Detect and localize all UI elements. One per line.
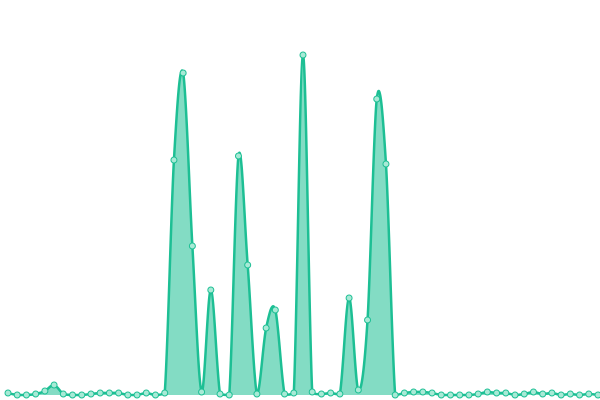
data-point xyxy=(566,390,574,398)
data-point xyxy=(299,51,307,59)
data-point xyxy=(354,386,362,394)
data-point xyxy=(161,389,169,397)
data-point xyxy=(234,152,242,160)
data-point xyxy=(271,306,279,314)
data-point xyxy=(502,389,510,397)
data-point xyxy=(4,389,12,397)
data-point xyxy=(262,324,270,332)
data-point xyxy=(41,387,49,395)
data-point xyxy=(87,390,95,398)
data-point xyxy=(225,391,233,399)
data-point xyxy=(170,156,178,164)
data-point xyxy=(456,391,464,399)
data-point xyxy=(428,389,436,397)
data-point xyxy=(179,69,187,77)
data-point xyxy=(520,390,528,398)
data-point xyxy=(474,390,482,398)
data-point xyxy=(22,391,30,399)
data-point xyxy=(188,242,196,250)
data-point xyxy=(207,286,215,294)
data-point xyxy=(69,391,77,399)
data-point xyxy=(483,388,491,396)
data-point xyxy=(115,389,123,397)
data-point xyxy=(548,389,556,397)
data-point xyxy=(124,391,132,399)
data-point xyxy=(585,390,593,398)
data-point xyxy=(529,388,537,396)
data-point xyxy=(364,316,372,324)
data-point xyxy=(105,389,113,397)
data-point xyxy=(594,391,600,399)
data-point xyxy=(493,389,501,397)
data-point xyxy=(345,294,353,302)
data-point xyxy=(336,390,344,398)
data-point xyxy=(50,381,58,389)
data-point xyxy=(78,391,86,399)
data-point xyxy=(327,389,335,397)
data-point xyxy=(152,391,159,399)
data-point xyxy=(290,389,298,397)
data-point xyxy=(557,391,565,399)
data-point xyxy=(308,388,316,396)
data-point xyxy=(13,391,21,399)
data-point xyxy=(281,390,289,398)
data-point xyxy=(447,391,454,399)
data-point xyxy=(511,391,519,399)
data-point xyxy=(410,388,418,396)
data-point xyxy=(59,390,67,398)
data-point xyxy=(539,390,547,398)
data-point xyxy=(437,391,445,399)
data-point xyxy=(244,261,252,269)
data-point xyxy=(133,391,141,399)
area-fill xyxy=(8,54,598,395)
data-point xyxy=(576,391,584,399)
data-point xyxy=(419,388,427,396)
data-point xyxy=(317,390,325,398)
data-point xyxy=(253,390,261,398)
data-point xyxy=(400,389,408,397)
data-point xyxy=(96,389,104,397)
data-point xyxy=(216,390,224,398)
data-point xyxy=(373,95,381,103)
data-point xyxy=(391,391,399,399)
data-point xyxy=(198,388,206,396)
data-point xyxy=(32,390,40,398)
data-point xyxy=(465,391,473,399)
data-point xyxy=(382,160,390,168)
data-point xyxy=(142,389,150,397)
